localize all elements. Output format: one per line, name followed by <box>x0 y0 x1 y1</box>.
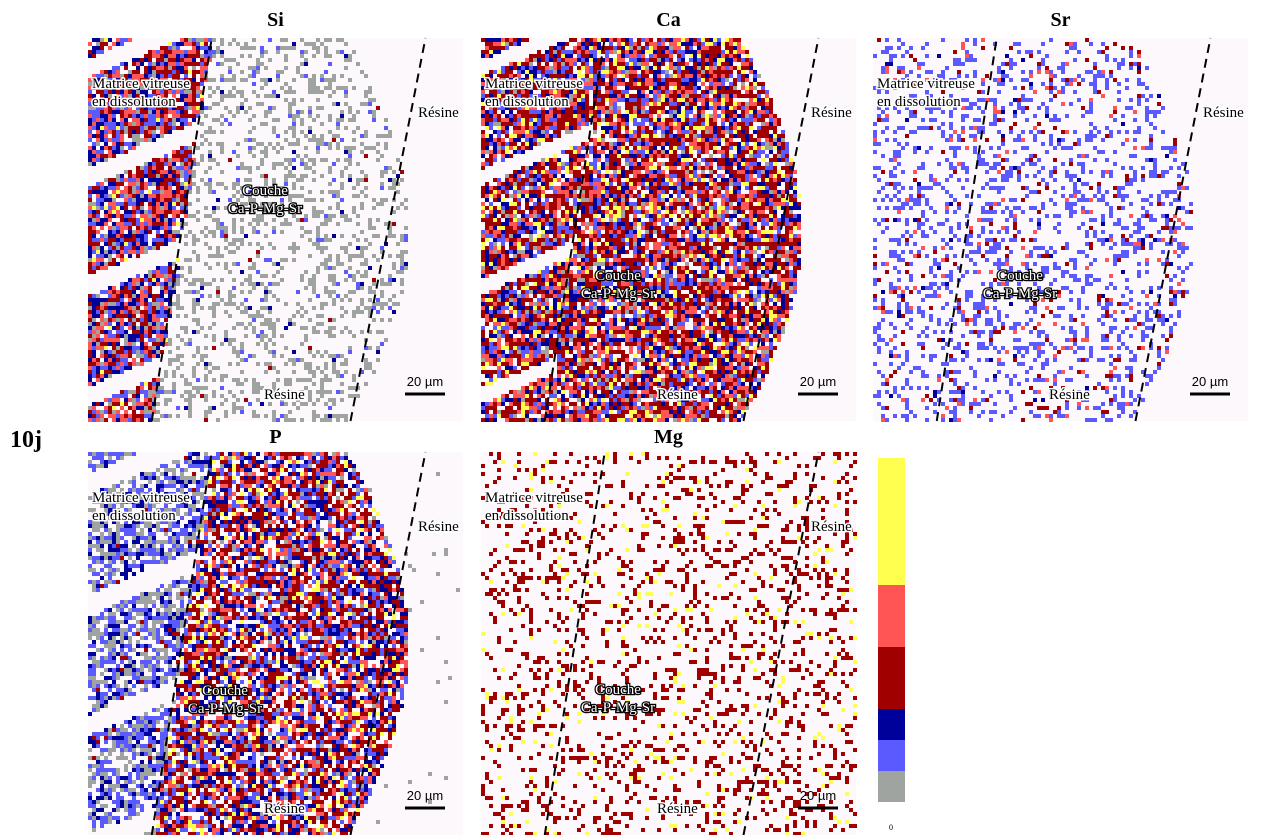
layer-label: Ca-P-Mg-Sr <box>983 286 1057 302</box>
panel-title: Mg <box>654 426 683 448</box>
layer-label: Couche <box>202 683 248 699</box>
map-pixels <box>481 38 801 422</box>
colorbar-segment <box>878 585 905 647</box>
resin-label: Résine <box>657 801 698 817</box>
resin-label: Résine <box>811 519 852 535</box>
map-pixels <box>481 452 857 836</box>
boundary-line <box>349 37 427 422</box>
resin-label: Résine <box>1049 387 1090 403</box>
map-pixels <box>88 38 404 422</box>
matrix-label: Matrice vitreuse <box>92 490 190 506</box>
element-map <box>88 37 463 422</box>
matrix-label: en dissolution <box>92 508 176 524</box>
resin-label: Résine <box>418 519 459 535</box>
resin-label: Résine <box>657 387 698 403</box>
colorbar-segment <box>878 771 905 802</box>
layer-label: Couche <box>595 682 641 698</box>
panel-title: Ca <box>656 9 680 31</box>
boundary-line <box>742 37 820 422</box>
matrix-label: Matrice vitreuse <box>92 76 190 92</box>
boundary-line <box>543 37 606 422</box>
panel-title: Sr <box>1051 9 1071 31</box>
colorbar-label: 0 <box>889 823 893 832</box>
element-map <box>88 451 463 836</box>
panel-title: P <box>269 426 281 448</box>
scale-label: 20 µm <box>800 374 836 389</box>
map-pixels <box>88 38 408 422</box>
element-map <box>481 451 857 836</box>
matrix-label: en dissolution <box>877 94 961 110</box>
map-pixels <box>156 452 408 836</box>
boundary-line <box>150 37 213 422</box>
boundary-line <box>349 451 427 836</box>
scale-label: 20 µm <box>800 788 836 803</box>
layer-label: Couche <box>595 268 641 284</box>
map-pixels <box>92 38 204 410</box>
resin-label: Résine <box>1203 105 1244 121</box>
layer-label: Ca-P-Mg-Sr <box>581 700 655 716</box>
resin-label: Résine <box>418 105 459 121</box>
colorbar-segment <box>878 740 905 771</box>
colorbar: 0 <box>878 458 905 832</box>
layer-label: Couche <box>242 183 288 199</box>
layer-label: Ca-P-Mg-Sr <box>228 201 302 217</box>
matrix-label: Matrice vitreuse <box>877 76 975 92</box>
layer-label: Ca-P-Mg-Sr <box>188 701 262 717</box>
map-pixels <box>156 452 400 836</box>
boundary-line <box>742 451 820 836</box>
colorbar-segment <box>878 709 905 740</box>
layer-label: Ca-P-Mg-Sr <box>581 286 655 302</box>
scale-label: 20 µm <box>407 374 443 389</box>
element-map <box>873 37 1248 422</box>
scale-label: 20 µm <box>1192 374 1228 389</box>
scale-label: 20 µm <box>407 788 443 803</box>
layer-label: Couche <box>997 268 1043 284</box>
panel-title: Si <box>267 9 284 31</box>
matrix-label: en dissolution <box>485 508 569 524</box>
colorbar-segment <box>878 458 905 585</box>
boundary-line <box>150 451 213 836</box>
boundary-line <box>935 37 998 422</box>
matrix-label: en dissolution <box>92 94 176 110</box>
boundary-line <box>1134 37 1212 422</box>
resin-label: Résine <box>811 105 852 121</box>
colorbar-segment <box>878 647 905 709</box>
resin-label: Résine <box>264 387 305 403</box>
matrix-label: Matrice vitreuse <box>485 76 583 92</box>
element-map <box>481 37 856 422</box>
matrix-label: en dissolution <box>485 94 569 110</box>
figure-label: 10j <box>10 427 42 453</box>
boundary-line <box>543 451 606 836</box>
resin-label: Résine <box>264 801 305 817</box>
matrix-label: Matrice vitreuse <box>485 490 583 506</box>
